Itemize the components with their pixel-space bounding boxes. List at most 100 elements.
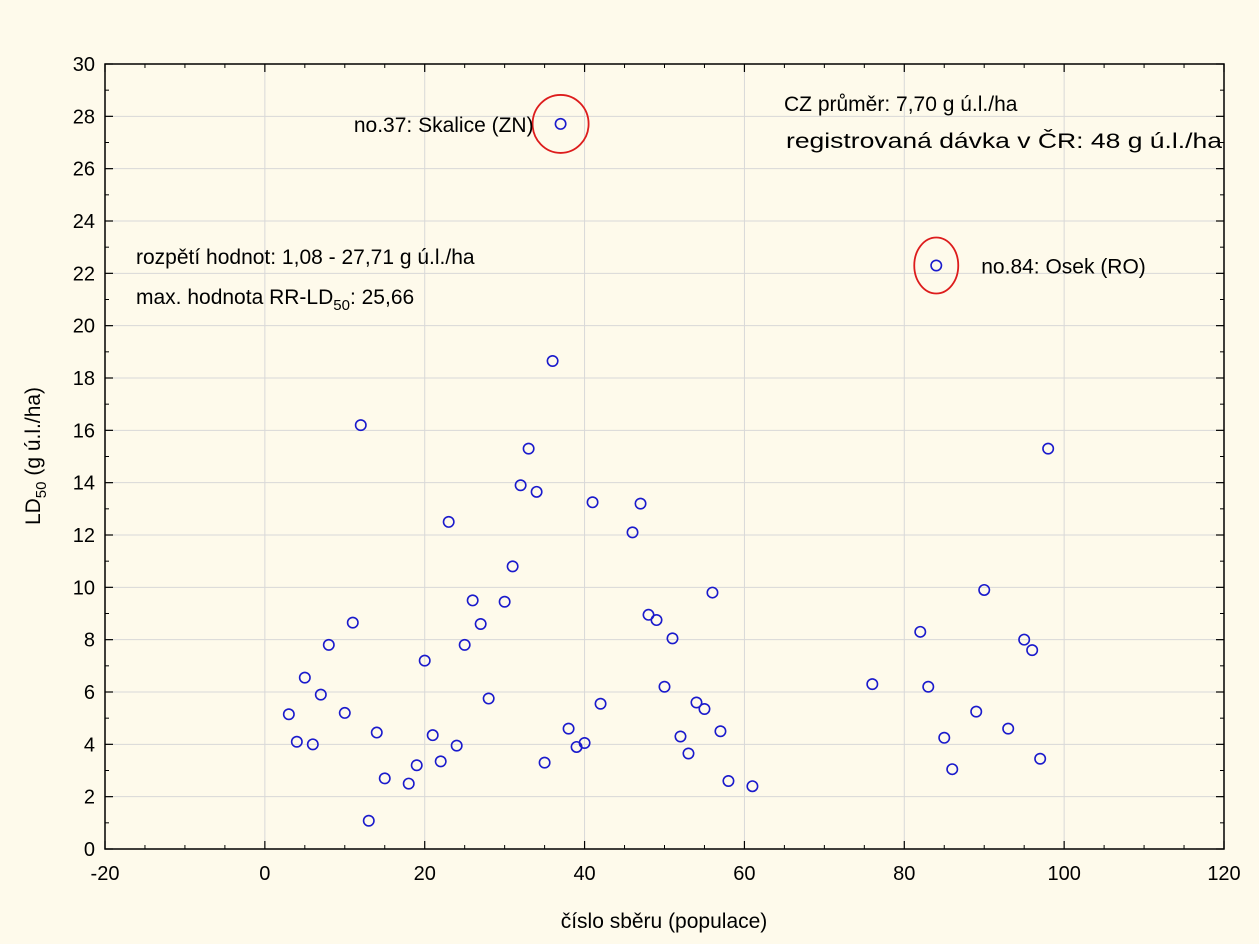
data-point (450, 739, 463, 752)
y-tick-label: 10 (73, 577, 95, 599)
y-tick-label: 28 (73, 106, 95, 128)
x-axis-title: číslo sběru (populace) (561, 910, 768, 933)
data-point (1034, 752, 1047, 765)
annotation-registered-dose: registrovaná dávka v ČR: 48 g ú.l./ha (786, 130, 1222, 153)
annotation-cz-mean: CZ průměr: 7,70 g ú.l./ha (784, 93, 1018, 116)
annotation-range: rozpětí hodnot: 1,08 - 27,71 g ú.l./ha (136, 246, 475, 269)
annotation-max-rr-subscript: 50 (333, 297, 350, 314)
data-point (370, 726, 383, 739)
data-point (482, 692, 495, 705)
tick-labels: -20 0 20 40 60 80 100 1200246810121416182022242… (73, 54, 1241, 885)
y-tick-label: 30 (73, 54, 95, 76)
data-point (1042, 442, 1055, 455)
data-point (674, 730, 687, 743)
data-point (626, 526, 639, 539)
y-tick-label: 22 (73, 263, 95, 285)
y-tick-label: 6 (84, 682, 95, 704)
data-point (474, 617, 487, 630)
y-tick-label: 20 (73, 316, 95, 338)
data-point (634, 497, 647, 510)
x-tick-label: 100 (1047, 863, 1080, 885)
data-point (514, 479, 527, 492)
y-tick-label: 18 (73, 368, 95, 390)
y-tick-label: 2 (84, 787, 95, 809)
data-point (682, 747, 695, 760)
data-point (562, 722, 575, 735)
data-point (690, 696, 703, 709)
data-point (506, 560, 519, 573)
grid (105, 64, 1224, 849)
data-point (922, 680, 935, 693)
data-point (1026, 644, 1039, 657)
data-point (290, 735, 303, 748)
data-point (978, 583, 991, 596)
y-tick-label: 14 (73, 473, 95, 495)
data-point (522, 442, 535, 455)
data-point (666, 632, 679, 645)
data-point (594, 697, 607, 710)
data-point (498, 595, 511, 608)
data-point (586, 496, 599, 509)
highlight-label: no.84: Osek (RO) (981, 255, 1146, 278)
y-tick-label: 26 (73, 159, 95, 181)
y-tick-label: 4 (84, 734, 95, 756)
data-point (946, 763, 959, 776)
data-point (706, 586, 719, 599)
data-point (442, 515, 455, 528)
data-point (402, 777, 415, 790)
data-point (314, 688, 327, 701)
data-point (578, 737, 591, 750)
data-point (722, 774, 735, 787)
x-tick-label: 120 (1207, 863, 1240, 885)
y-axis-title-main: LD (22, 498, 45, 525)
y-tick-label: 0 (84, 839, 95, 861)
data-point (362, 814, 375, 827)
y-tick-label: 24 (73, 211, 95, 233)
axis-ticks (104, 63, 1225, 850)
x-tick-label: -20 (91, 863, 120, 885)
x-tick-label: 60 (733, 863, 755, 885)
highlight-label: no.37: Skalice (ZN) (354, 114, 534, 137)
x-tick-label: 20 (414, 863, 436, 885)
y-tick-label: 12 (73, 525, 95, 547)
data-point (458, 638, 471, 651)
data-point (466, 594, 479, 607)
y-tick-label: 8 (84, 630, 95, 652)
annotation-max-rr: max. hodnota RR-LD50: 25,66 (136, 286, 414, 314)
data-point (434, 755, 447, 768)
plot-frame (104, 63, 1225, 850)
data-point (866, 678, 879, 691)
data-point (426, 729, 439, 742)
x-tick-label: 0 (259, 863, 270, 885)
data-point (1018, 633, 1031, 646)
data-point (354, 419, 367, 432)
data-point (714, 725, 727, 738)
data-points (282, 117, 1055, 827)
annotation-max-rr-prefix: max. hodnota RR-LD (136, 286, 333, 309)
y-axis-title-rest: (g ú.l./ha) (22, 387, 45, 482)
data-point (650, 614, 663, 627)
data-point (546, 354, 559, 367)
highlight-circles: no.37: Skalice (ZN) no.84: Osek (RO) (354, 94, 1146, 295)
highlight-circle (531, 94, 590, 154)
data-point (418, 654, 431, 667)
y-axis-title-subscript: 50 (33, 482, 50, 499)
data-point (322, 638, 335, 651)
data-point (298, 671, 311, 684)
annotation-max-rr-suffix: : 25,66 (350, 286, 414, 309)
data-point (282, 708, 295, 721)
data-point (410, 759, 423, 772)
y-tick-label: 16 (73, 420, 95, 442)
highlight-circle (913, 236, 960, 295)
data-point (346, 616, 359, 629)
data-point (746, 780, 759, 793)
data-point (914, 625, 927, 638)
y-axis-title: LD50 (g ú.l./ha) (22, 387, 50, 525)
data-point (538, 756, 551, 769)
data-point (930, 259, 943, 272)
data-point (1002, 722, 1015, 735)
data-point (306, 738, 319, 751)
x-tick-label: 40 (573, 863, 595, 885)
data-point (970, 705, 983, 718)
